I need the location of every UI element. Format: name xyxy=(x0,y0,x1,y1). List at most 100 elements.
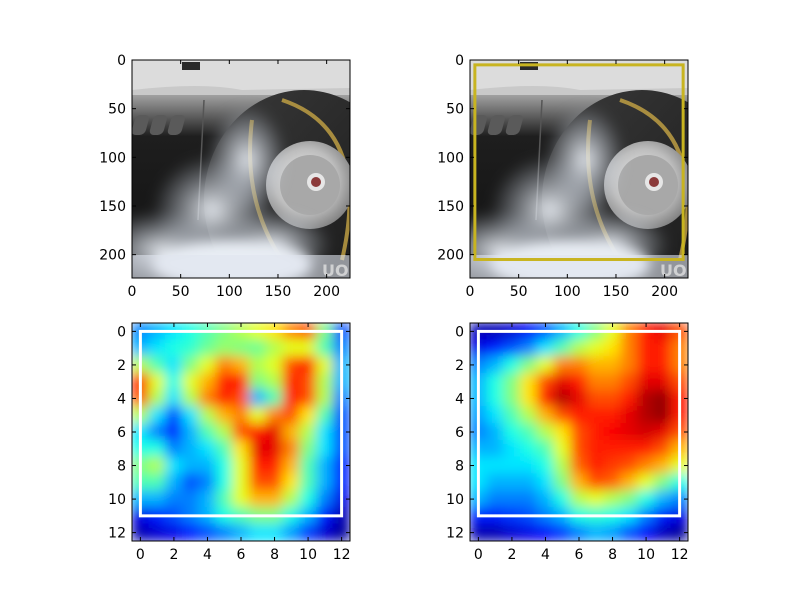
y-tick-label: 0 xyxy=(117,53,126,69)
heatmap-cell xyxy=(248,439,267,458)
heatmap-cell xyxy=(299,372,317,391)
heatmap-cell xyxy=(181,490,200,508)
heatmap-cell xyxy=(299,406,317,425)
heatmap-cell xyxy=(315,473,334,492)
heatmap-cell xyxy=(503,372,521,391)
x-tick-label: 10 xyxy=(637,547,655,563)
heatmap-cell xyxy=(653,523,672,541)
heatmap-cell xyxy=(165,406,183,425)
heatmap-cell xyxy=(570,439,588,458)
heatmap-cell xyxy=(265,439,284,458)
heatmap-cell xyxy=(570,389,588,408)
heatmap-cell xyxy=(198,423,217,441)
heatmap-cell xyxy=(265,372,284,391)
heatmap-cell xyxy=(165,490,183,508)
heatmap-cell xyxy=(198,490,217,508)
y-tick-label: 10 xyxy=(446,492,464,508)
heatmap-cell xyxy=(620,490,639,508)
photo xyxy=(430,60,742,310)
heatmap-cell xyxy=(198,439,217,458)
heatmap-cell xyxy=(637,490,655,508)
heatmap-cell xyxy=(232,356,250,374)
photo xyxy=(92,60,404,310)
heatmap-cell xyxy=(165,456,183,475)
heatmap-cell xyxy=(653,490,672,508)
heatmap-cell xyxy=(265,339,284,358)
y-tick-label: 150 xyxy=(437,199,464,215)
heatmap-cell xyxy=(486,473,505,492)
heatmap-cell xyxy=(215,456,234,475)
heatmap-cell xyxy=(536,389,555,408)
y-tick-label: 6 xyxy=(117,425,126,441)
x-tick-label: 4 xyxy=(203,547,212,563)
heatmap-cell xyxy=(586,372,605,391)
heatmap-cell xyxy=(620,339,639,358)
heatmap-cell xyxy=(637,356,655,374)
x-tick-label: 8 xyxy=(608,547,617,563)
heatmap xyxy=(132,323,350,541)
heatmap-cell xyxy=(232,406,250,425)
y-tick-label: 10 xyxy=(108,492,126,508)
x-tick-label: 200 xyxy=(313,284,340,300)
heatmap-cell xyxy=(553,439,572,458)
heatmap-cell xyxy=(653,439,672,458)
x-tick-label: 150 xyxy=(603,284,630,300)
heatmap-cell xyxy=(637,456,655,475)
heatmap-cell xyxy=(503,490,521,508)
heatmap-cell xyxy=(232,439,250,458)
heatmap-cell xyxy=(181,456,200,475)
heatmap-cell xyxy=(503,406,521,425)
heatmap-cell xyxy=(519,439,538,458)
heatmap-cell xyxy=(215,406,234,425)
heatmap-cell xyxy=(586,439,605,458)
heatmap-cell xyxy=(570,456,588,475)
y-tick-label: 0 xyxy=(117,324,126,340)
heatmap-cell xyxy=(536,490,555,508)
heatmap-cell xyxy=(637,339,655,358)
axes-frame xyxy=(469,59,689,279)
x-tick-label: 50 xyxy=(172,284,190,300)
bounding-box xyxy=(138,329,344,518)
heatmap-cell xyxy=(265,456,284,475)
heatmap-cell xyxy=(282,490,301,508)
heatmap-cell xyxy=(148,423,167,441)
heatmap-cell xyxy=(265,406,284,425)
heatmap-cell xyxy=(181,356,200,374)
heatmap-cell xyxy=(315,490,334,508)
heatmap-cell xyxy=(670,523,688,541)
y-tick-label: 2 xyxy=(455,358,464,374)
heatmap-cell xyxy=(299,456,317,475)
heatmap-cell xyxy=(503,389,521,408)
heatmap-cell xyxy=(165,473,183,492)
heatmap-cell xyxy=(486,490,505,508)
heatmap-cell xyxy=(299,389,317,408)
heatmap-cell xyxy=(603,389,622,408)
heatmap-cell xyxy=(486,389,505,408)
heatmap-cell xyxy=(148,490,167,508)
x-tick-label: 12 xyxy=(333,547,351,563)
heatmap-cell xyxy=(198,406,217,425)
heatmap-cell xyxy=(503,473,521,492)
heatmap-cell xyxy=(232,456,250,475)
y-tick-label: 2 xyxy=(117,358,126,374)
heatmap-cell xyxy=(165,389,183,408)
heatmap-cell xyxy=(265,473,284,492)
heatmap-cell xyxy=(536,423,555,441)
heatmap-cell xyxy=(148,372,167,391)
heatmap-cell xyxy=(620,473,639,492)
heatmap-cell xyxy=(181,423,200,441)
heatmap-cell xyxy=(315,339,334,358)
heatmap-cell xyxy=(570,406,588,425)
heatmap-cell xyxy=(299,356,317,374)
y-tick-label: 6 xyxy=(455,425,464,441)
heatmap-cell xyxy=(586,389,605,408)
heatmap-cell xyxy=(653,406,672,425)
heatmap-cell xyxy=(519,523,538,541)
panel-4: 0 2 4 6 8 10 12 0 2 4 6 8 10 12 xyxy=(446,322,689,563)
heatmap-cell xyxy=(553,456,572,475)
heatmap-cell xyxy=(148,456,167,475)
heatmap-cell xyxy=(519,339,538,358)
heatmap-cell xyxy=(553,490,572,508)
heatmap-cell xyxy=(232,389,250,408)
heatmap-cell xyxy=(181,473,200,492)
